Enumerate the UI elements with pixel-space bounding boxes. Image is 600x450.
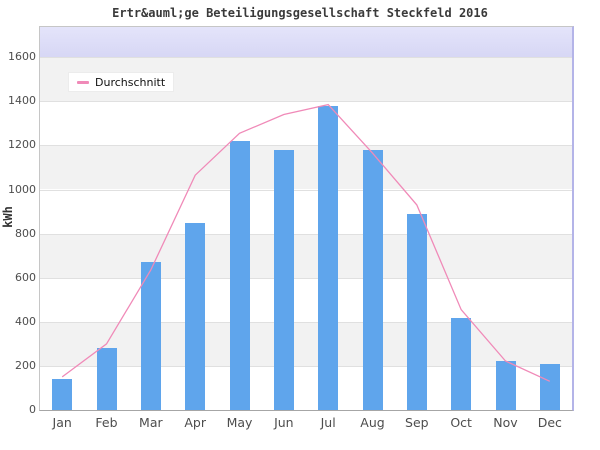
x-tick-label: Oct — [450, 415, 472, 430]
grid-band — [40, 321, 572, 366]
y-tick-label: 200 — [15, 358, 36, 372]
bar-oct — [451, 317, 472, 410]
top-lavender-band — [40, 27, 572, 58]
grid-band — [40, 145, 572, 190]
bar-apr — [185, 222, 206, 410]
gridline — [40, 322, 572, 323]
bar-jan — [52, 379, 73, 410]
grid-band — [40, 277, 572, 322]
gridline — [40, 366, 572, 367]
gridline — [40, 57, 572, 58]
chart-title: Ertr&auml;ge Beteiligungsgesellschaft St… — [112, 6, 488, 20]
y-tick-label: 600 — [15, 270, 36, 284]
bar-jul — [318, 106, 339, 410]
x-tick-label: Jul — [320, 415, 336, 430]
legend-box: Durchschnitt — [68, 72, 174, 92]
y-axis-title: kWh — [1, 206, 15, 228]
x-tick-label: May — [226, 415, 253, 430]
bar-feb — [96, 348, 117, 410]
bar-dec — [539, 363, 560, 410]
x-tick-label: Mar — [139, 415, 163, 430]
y-tick-label: 400 — [15, 314, 36, 328]
gridline — [40, 234, 572, 235]
gridline — [40, 145, 572, 146]
bar-jun — [273, 149, 294, 410]
grid-band — [40, 101, 572, 146]
y-tick-label: 1600 — [8, 50, 36, 64]
y-tick-label: 1200 — [8, 138, 36, 152]
y-tick-label: 1000 — [8, 182, 36, 196]
plot-area — [39, 26, 574, 411]
bar-mar — [140, 262, 161, 410]
grid-band — [40, 365, 572, 410]
x-tick-label: Jan — [52, 415, 72, 430]
y-tick-label: 0 — [29, 403, 36, 416]
y-tick-label: 1400 — [8, 94, 36, 108]
x-tick-label: Nov — [493, 415, 518, 430]
bar-may — [229, 140, 250, 410]
bar-nov — [495, 361, 516, 410]
average-line — [61, 103, 551, 382]
x-tick-label: Jun — [274, 415, 294, 430]
gridline — [40, 278, 572, 279]
legend-label: Durchschnitt — [95, 75, 166, 89]
x-tick-label: Apr — [184, 415, 206, 430]
bar-aug — [362, 149, 383, 410]
x-tick-label: Aug — [360, 415, 385, 430]
grid-band — [40, 189, 572, 234]
x-tick-label: Dec — [537, 415, 562, 430]
y-tick-label: 800 — [15, 226, 36, 240]
legend-line-swatch — [77, 80, 89, 84]
x-tick-label: Feb — [95, 415, 118, 430]
grid-band — [40, 233, 572, 278]
gridline — [40, 101, 572, 102]
x-tick-label: Sep — [405, 415, 429, 430]
gridline — [40, 190, 572, 191]
bar-sep — [406, 213, 427, 410]
